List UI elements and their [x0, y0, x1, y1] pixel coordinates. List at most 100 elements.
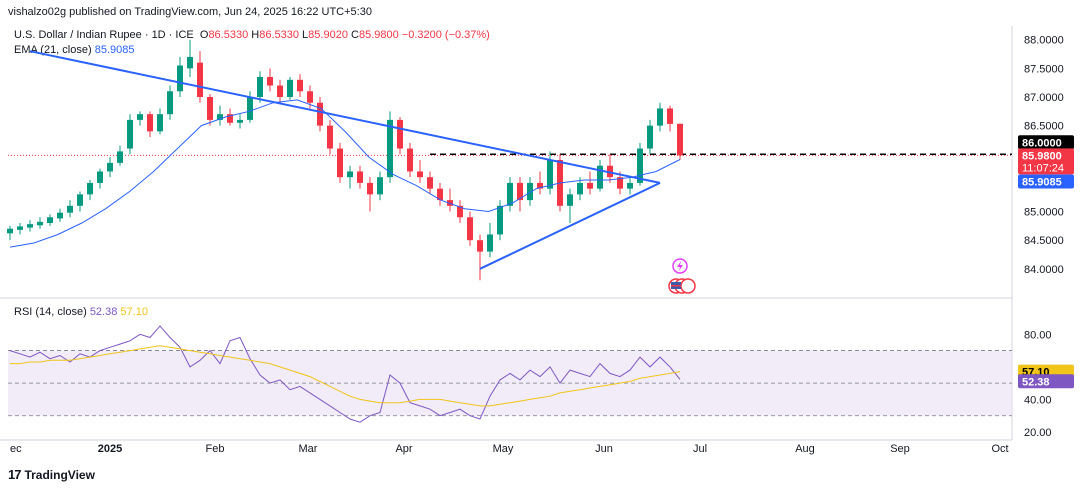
trendline: [479, 182, 661, 270]
candle-body: [97, 171, 103, 183]
price-tick-label: 87.0000: [1024, 92, 1064, 104]
time-tick-label: Feb: [206, 443, 225, 455]
candle-body: [547, 160, 553, 189]
candle-body: [587, 182, 593, 189]
open-value: 86.5330: [208, 29, 249, 41]
candle-body: [407, 148, 413, 172]
candle-body: [417, 171, 423, 178]
candle-body: [427, 177, 433, 189]
candle-body: [207, 97, 213, 120]
candle-body: [107, 162, 113, 172]
time-tick-label: Aug: [795, 443, 815, 455]
candle-body: [227, 114, 233, 123]
candle-body: [477, 240, 483, 252]
candle-body: [487, 234, 493, 252]
candle-body: [297, 79, 303, 92]
close-value: 85.9800: [358, 29, 399, 41]
rsi-badge-bg: [1018, 374, 1074, 389]
candle-body: [77, 194, 83, 206]
candle-body: [87, 182, 93, 195]
rsi-value: 52.38: [89, 306, 118, 318]
candle-body: [257, 76, 263, 97]
candle-body: [167, 91, 173, 115]
candle-body: [367, 182, 373, 195]
candle-body: [437, 188, 443, 201]
low-label: L: [302, 29, 309, 41]
open-label: O: [199, 29, 209, 41]
candle-body: [27, 224, 33, 228]
last-price-badge-bg: [1018, 148, 1074, 175]
level-badge: 86.0000: [1022, 137, 1062, 149]
rsi-legend: RSI (14, close) 52.38 57.10: [14, 306, 148, 318]
candle-body: [237, 119, 243, 123]
candle-body: [387, 119, 393, 178]
ema-badge: 85.9085: [1022, 177, 1062, 189]
candle-body: [327, 125, 333, 149]
candle-body: [347, 171, 353, 178]
candle-body: [667, 108, 673, 124]
candle-body: [647, 125, 653, 149]
candle-body: [17, 226, 23, 230]
price-tick-label: 84.0000: [1024, 264, 1064, 276]
time-tick-label: May: [493, 443, 514, 455]
ema-label: EMA (21, close): [14, 44, 92, 56]
time-tick-label: ec: [10, 443, 22, 455]
rsi-line: [9, 325, 681, 423]
candle-body: [567, 194, 573, 206]
candle-body: [317, 102, 323, 126]
candle-body: [217, 114, 223, 120]
low-value: 85.9020: [308, 29, 348, 41]
candle-body: [197, 62, 203, 97]
candle-body: [47, 217, 53, 223]
candle-body: [377, 177, 383, 195]
candle-body: [187, 56, 193, 69]
price-tick-label: 87.5000: [1024, 63, 1064, 75]
candle-body: [527, 182, 533, 201]
rsi-tick-label: 40.00: [1024, 394, 1052, 406]
ema-line: [9, 99, 681, 248]
price-tick-label: 85.0000: [1024, 207, 1064, 219]
candle-body: [247, 97, 253, 120]
time-tick-label: Jul: [693, 443, 707, 455]
high-value: 86.5330: [259, 29, 299, 41]
candle-body: [597, 165, 603, 189]
candle-body: [577, 182, 583, 195]
event-lightning-icon-glyph: [677, 261, 683, 271]
candle-body: [277, 85, 283, 97]
change-value: −0.3200 (−0.37%): [401, 29, 490, 41]
rsi-label: RSI (14, close): [14, 306, 87, 318]
candle-body: [517, 182, 523, 201]
candle-body: [117, 151, 123, 163]
symbol-legend: U.S. Dollar / Indian Rupee · 1D · ICE O8…: [14, 29, 490, 41]
symbol-name: U.S. Dollar / Indian Rupee · 1D · ICE: [14, 29, 194, 41]
rsi-ma-line: [10, 345, 681, 407]
published-header: vishalzo02g published on TradingView.com…: [8, 6, 372, 18]
brand-name: TradingView: [24, 467, 95, 482]
time-tick-label: Mar: [299, 443, 318, 455]
candle-body: [397, 119, 403, 149]
high-label: H: [251, 29, 260, 41]
last-price-badge: 85.9800: [1022, 150, 1062, 162]
price-tick-label: 86.5000: [1024, 121, 1064, 133]
rsi-tick-label: 80.00: [1024, 329, 1052, 341]
candle-body: [307, 91, 313, 103]
candle-body: [267, 76, 273, 86]
candle-body: [497, 205, 503, 235]
us-flag-stripe: [671, 285, 681, 287]
candle-body: [537, 182, 543, 189]
candle-body: [337, 148, 343, 178]
price-tick-label: 84.5000: [1024, 235, 1064, 247]
rsi-tick-label: 20.00: [1024, 427, 1052, 439]
time-tick-label: Apr: [395, 443, 412, 455]
time-tick-label: Sep: [890, 443, 910, 455]
candle-body: [147, 114, 153, 132]
economic-event-flag-icon: [680, 278, 696, 294]
candle-body: [627, 182, 633, 189]
time-tick-label: Oct: [991, 443, 1008, 455]
tradingview-logo-icon: 17: [8, 467, 22, 482]
time-tick-label: Jun: [595, 443, 613, 455]
candle-body: [507, 182, 513, 206]
ema-legend: EMA (21, close) 85.9085: [14, 44, 134, 56]
candle-body: [467, 217, 473, 241]
